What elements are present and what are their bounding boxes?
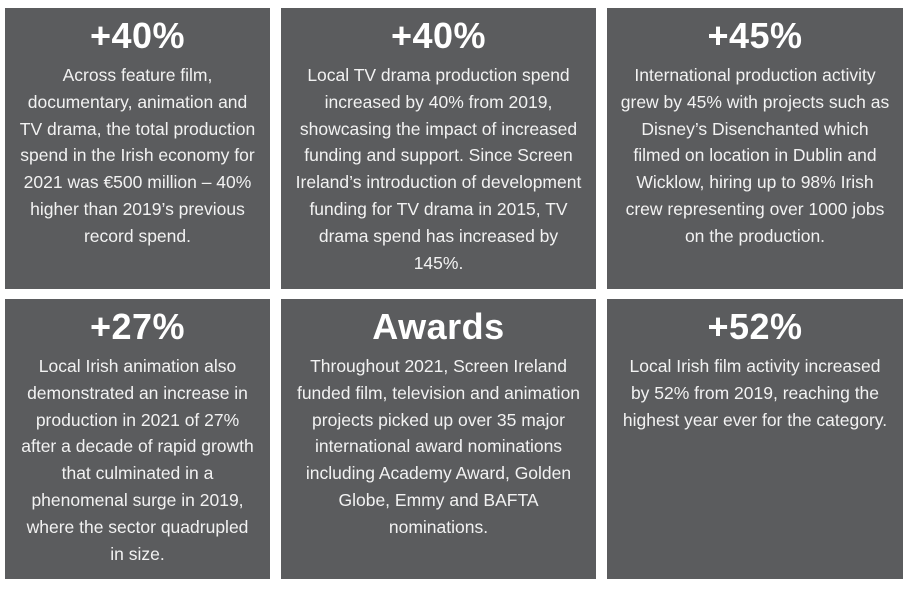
stat-description: Across feature film, documentary, animat… (19, 65, 256, 246)
stat-value: Awards (372, 306, 505, 347)
stat-description: Local Irish animation also demonstrated … (21, 356, 254, 564)
stat-card-international-production: +45% International production activity g… (607, 8, 903, 289)
stat-card-film-activity: +52% Local Irish film activity increased… (607, 299, 903, 579)
stat-card-tv-drama: +40% Local TV drama production spend inc… (281, 8, 596, 289)
stat-value: +27% (89, 306, 186, 347)
stat-value: +40% (89, 15, 186, 56)
stat-card-awards: Awards Throughout 2021, Screen Ireland f… (281, 299, 596, 579)
stat-description: International production activity grew b… (620, 65, 890, 246)
stat-value: +45% (707, 15, 803, 56)
stat-value: +40% (390, 15, 487, 56)
stat-description: Throughout 2021, Screen Ireland funded f… (296, 356, 581, 537)
stat-value: +52% (707, 306, 803, 347)
stat-description: Local Irish film activity increased by 5… (622, 356, 888, 430)
stats-grid: +40% Across feature film, documentary, a… (5, 8, 903, 579)
stat-card-total-production: +40% Across feature film, documentary, a… (5, 8, 270, 289)
stat-description: Local TV drama production spend increase… (295, 65, 582, 273)
stat-card-animation: +27% Local Irish animation also demonstr… (5, 299, 270, 579)
